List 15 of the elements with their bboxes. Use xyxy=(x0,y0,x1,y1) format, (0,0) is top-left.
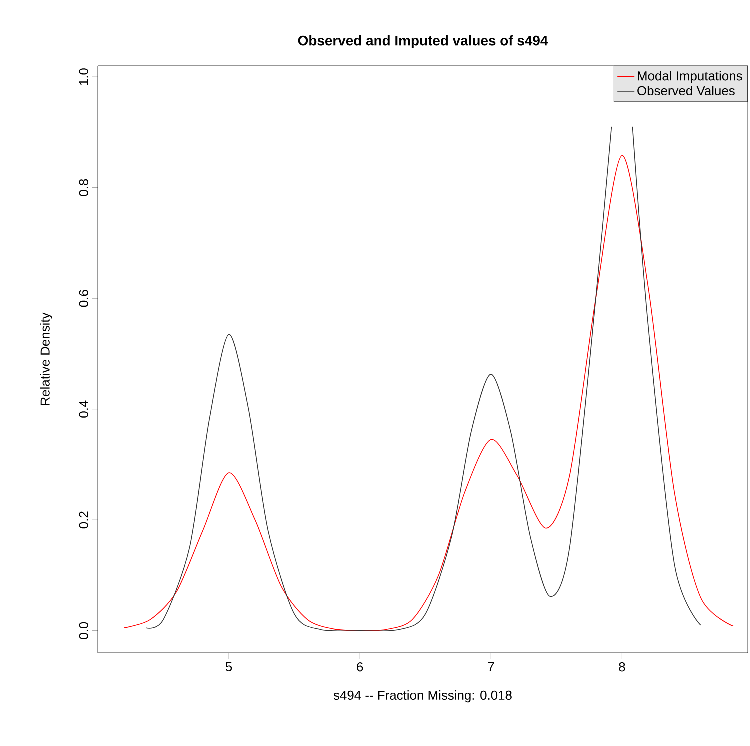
y-tick-label: 0.2 xyxy=(79,512,88,529)
y-tick-label: 0.0 xyxy=(79,622,88,640)
x-tick-label: 6 xyxy=(357,662,364,672)
y-tick-label: 0.6 xyxy=(79,290,88,308)
x-tick-label: 8 xyxy=(619,662,626,672)
chart-title: Observed and Imputed values of s494 xyxy=(298,35,548,48)
x-axis-title: s494 -- Fraction Missing: 0.018 xyxy=(334,690,512,703)
y-tick-label: 0.4 xyxy=(79,400,88,418)
legend-label: Observed Values xyxy=(638,86,735,96)
y-tick-label: 1.0 xyxy=(79,68,88,86)
x-tick-label: 5 xyxy=(226,662,232,672)
legend-label: Modal Imputations xyxy=(638,71,742,84)
y-axis-title: Relative Density xyxy=(40,312,52,406)
y-tick-label: 0.8 xyxy=(79,179,88,196)
x-tick-label: 7 xyxy=(488,662,494,672)
